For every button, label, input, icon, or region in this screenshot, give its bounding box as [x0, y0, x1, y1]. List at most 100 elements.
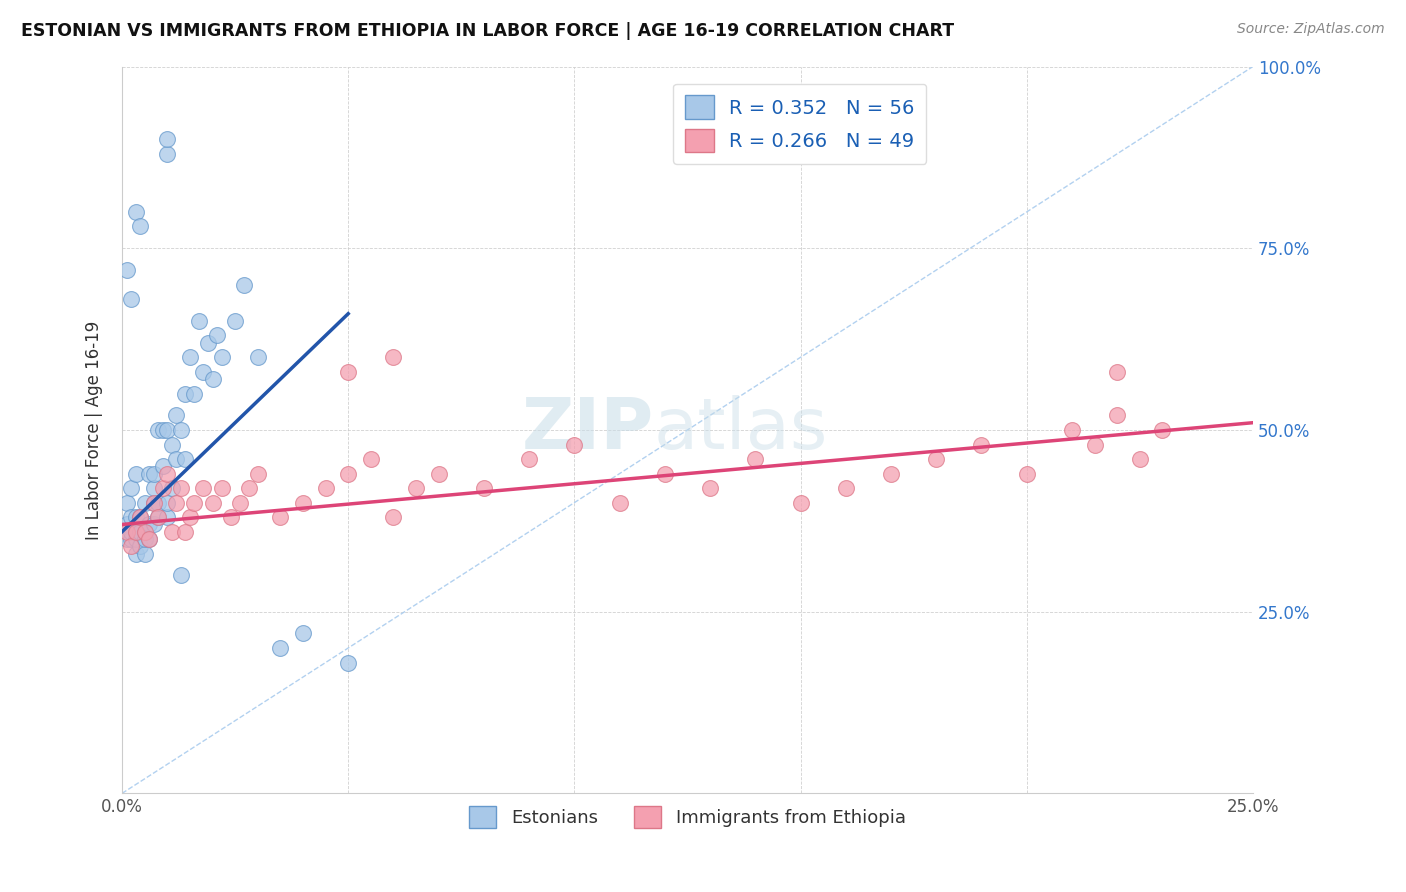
Legend: Estonians, Immigrants from Ethiopia: Estonians, Immigrants from Ethiopia	[463, 798, 912, 835]
Point	[152, 459, 174, 474]
Point	[609, 496, 631, 510]
Point	[170, 423, 193, 437]
Point	[134, 524, 156, 539]
Point	[134, 496, 156, 510]
Point	[211, 351, 233, 365]
Point	[789, 496, 811, 510]
Point	[120, 292, 142, 306]
Point	[228, 496, 250, 510]
Point	[291, 496, 314, 510]
Point	[148, 423, 170, 437]
Point	[880, 467, 903, 481]
Point	[165, 409, 187, 423]
Point	[129, 510, 152, 524]
Point	[165, 452, 187, 467]
Point	[148, 510, 170, 524]
Point	[115, 532, 138, 546]
Point	[138, 517, 160, 532]
Point	[129, 219, 152, 234]
Point	[1107, 409, 1129, 423]
Point	[233, 277, 256, 292]
Point	[1152, 423, 1174, 437]
Point	[134, 524, 156, 539]
Point	[120, 539, 142, 553]
Point	[205, 328, 228, 343]
Point	[124, 510, 146, 524]
Point	[120, 481, 142, 495]
Point	[124, 547, 146, 561]
Point	[269, 510, 291, 524]
Point	[925, 452, 948, 467]
Point	[156, 510, 179, 524]
Point	[517, 452, 540, 467]
Point	[120, 510, 142, 524]
Point	[382, 510, 405, 524]
Point	[835, 481, 858, 495]
Point	[142, 496, 165, 510]
Point	[179, 351, 201, 365]
Point	[156, 423, 179, 437]
Point	[472, 481, 495, 495]
Point	[360, 452, 382, 467]
Point	[405, 481, 427, 495]
Point	[183, 386, 205, 401]
Point	[197, 335, 219, 350]
Y-axis label: In Labor Force | Age 16-19: In Labor Force | Age 16-19	[86, 320, 103, 540]
Point	[124, 524, 146, 539]
Point	[129, 524, 152, 539]
Point	[160, 524, 183, 539]
Point	[564, 437, 586, 451]
Point	[269, 640, 291, 655]
Point	[744, 452, 766, 467]
Point	[160, 481, 183, 495]
Point	[156, 132, 179, 146]
Point	[193, 365, 215, 379]
Point	[246, 467, 269, 481]
Point	[156, 467, 179, 481]
Point	[315, 481, 337, 495]
Point	[174, 386, 197, 401]
Point	[120, 532, 142, 546]
Point	[246, 351, 269, 365]
Point	[160, 437, 183, 451]
Point	[148, 510, 170, 524]
Point	[115, 517, 138, 532]
Point	[654, 467, 676, 481]
Point	[1107, 365, 1129, 379]
Point	[382, 351, 405, 365]
Point	[201, 372, 224, 386]
Point	[170, 568, 193, 582]
Point	[142, 467, 165, 481]
Point	[142, 517, 165, 532]
Point	[427, 467, 450, 481]
Point	[129, 539, 152, 553]
Point	[124, 532, 146, 546]
Point	[337, 656, 360, 670]
Point	[193, 481, 215, 495]
Point	[129, 510, 152, 524]
Point	[337, 467, 360, 481]
Point	[238, 481, 260, 495]
Point	[115, 496, 138, 510]
Point	[174, 452, 197, 467]
Text: atlas: atlas	[654, 395, 828, 465]
Point	[211, 481, 233, 495]
Point	[1015, 467, 1038, 481]
Point	[156, 146, 179, 161]
Point	[124, 467, 146, 481]
Point	[156, 496, 179, 510]
Point	[152, 481, 174, 495]
Point	[174, 524, 197, 539]
Text: ZIP: ZIP	[522, 395, 654, 465]
Point	[170, 481, 193, 495]
Point	[224, 314, 246, 328]
Point	[142, 496, 165, 510]
Point	[699, 481, 721, 495]
Point	[201, 496, 224, 510]
Point	[219, 510, 242, 524]
Point	[124, 524, 146, 539]
Point	[134, 547, 156, 561]
Point	[124, 205, 146, 219]
Point	[120, 524, 142, 539]
Point	[148, 496, 170, 510]
